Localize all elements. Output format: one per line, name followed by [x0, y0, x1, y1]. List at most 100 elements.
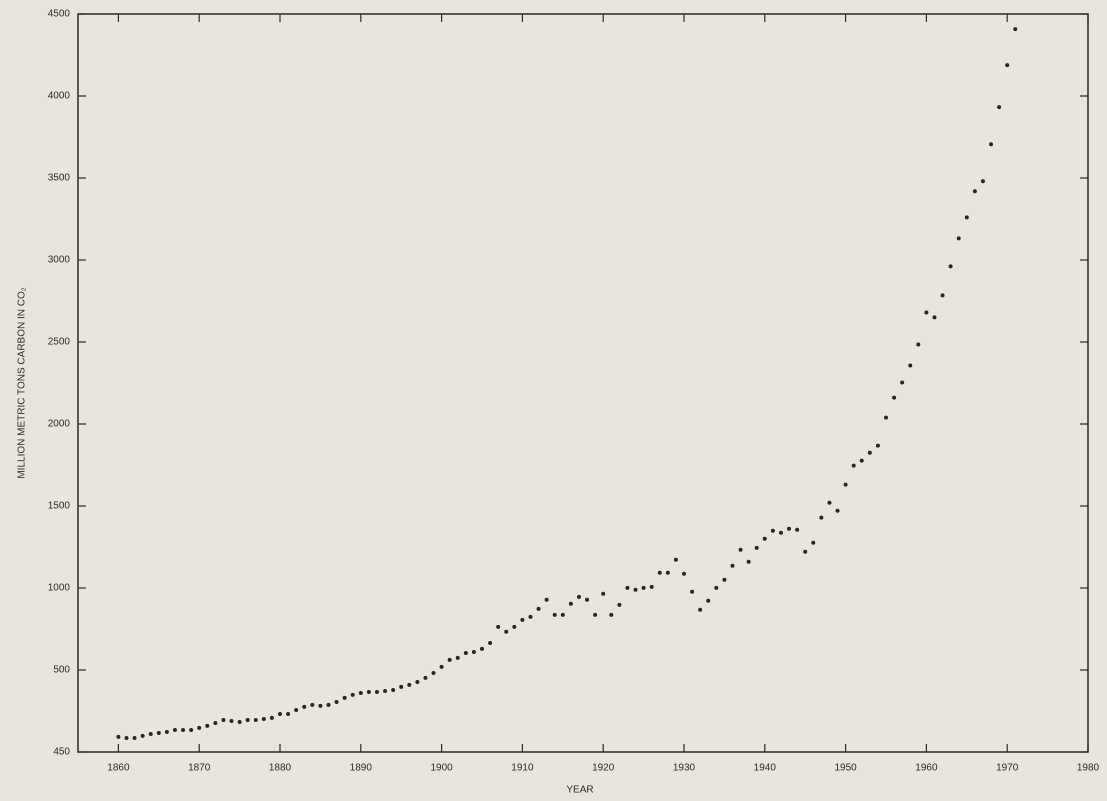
- point: [423, 675, 428, 680]
- point: [746, 559, 751, 564]
- point: [738, 547, 743, 552]
- point: [762, 536, 767, 541]
- point: [997, 105, 1002, 110]
- point: [181, 728, 186, 733]
- point: [237, 719, 242, 724]
- point: [682, 571, 686, 576]
- y-tick-label: 500: [53, 665, 70, 676]
- point: [132, 736, 137, 741]
- point: [286, 711, 291, 716]
- point: [859, 458, 864, 463]
- point: [698, 607, 703, 612]
- point: [172, 728, 177, 733]
- point: [213, 720, 218, 725]
- point: [197, 725, 202, 730]
- y-tick-label: 2000: [48, 419, 71, 430]
- x-tick-label: 1980: [1077, 763, 1100, 774]
- point: [1005, 63, 1010, 68]
- point: [156, 730, 161, 735]
- point: [568, 601, 573, 606]
- point: [867, 450, 872, 455]
- x-axis-label: YEAR: [566, 785, 593, 796]
- x-tick-label: 1940: [754, 763, 777, 774]
- y-axis-label: MILLION METRIC TONS CARBON IN CO₂: [17, 287, 28, 478]
- point: [334, 699, 339, 704]
- point: [504, 629, 509, 634]
- point: [447, 657, 452, 662]
- point: [374, 689, 379, 694]
- point: [601, 591, 606, 596]
- point: [576, 594, 581, 599]
- point: [835, 508, 840, 513]
- point: [463, 650, 468, 655]
- point: [415, 679, 420, 684]
- point: [261, 717, 266, 722]
- point: [366, 689, 371, 694]
- point: [916, 342, 921, 347]
- point: [358, 690, 363, 695]
- point: [972, 189, 977, 194]
- point: [164, 729, 169, 734]
- point: [811, 540, 816, 545]
- point: [536, 606, 541, 611]
- point: [900, 380, 905, 385]
- point: [690, 589, 695, 594]
- point: [932, 315, 937, 320]
- point: [383, 688, 388, 693]
- point: [229, 719, 234, 724]
- y-tick-label: 2500: [48, 337, 71, 348]
- point: [795, 527, 800, 532]
- point: [722, 577, 727, 582]
- x-tick-label: 1860: [107, 763, 130, 774]
- point: [989, 142, 994, 147]
- point: [964, 215, 969, 220]
- point: [294, 708, 299, 713]
- point: [342, 695, 347, 700]
- point: [302, 704, 307, 709]
- point: [471, 649, 476, 654]
- point: [980, 179, 985, 184]
- x-tick-label: 1870: [188, 763, 211, 774]
- point: [189, 728, 194, 733]
- point: [528, 614, 533, 619]
- x-tick-label: 1970: [996, 763, 1019, 774]
- y-tick-label: 450: [53, 747, 70, 758]
- point: [552, 612, 557, 617]
- point: [140, 733, 145, 738]
- point: [956, 236, 961, 241]
- point: [326, 702, 331, 707]
- x-tick-label: 1960: [915, 763, 938, 774]
- point: [803, 549, 808, 554]
- x-tick-label: 1900: [430, 763, 453, 774]
- point: [625, 585, 630, 590]
- point: [148, 731, 153, 736]
- point: [770, 528, 775, 533]
- point: [496, 624, 501, 629]
- point: [205, 723, 210, 728]
- point: [714, 585, 719, 590]
- point: [593, 612, 598, 617]
- point: [253, 718, 258, 723]
- x-tick-label: 1950: [834, 763, 857, 774]
- x-tick-label: 1920: [592, 763, 615, 774]
- y-tick-label: 4500: [48, 9, 71, 20]
- point: [787, 526, 792, 531]
- point: [124, 736, 129, 741]
- point: [609, 612, 614, 617]
- x-tick-label: 1890: [350, 763, 373, 774]
- point: [633, 587, 638, 592]
- point: [318, 703, 323, 708]
- point: [641, 585, 646, 590]
- point: [245, 718, 250, 723]
- point: [948, 264, 953, 269]
- x-tick-label: 1910: [511, 763, 534, 774]
- point: [544, 597, 549, 602]
- point: [851, 463, 856, 468]
- x-tick-label: 1880: [269, 763, 292, 774]
- plot-frame: [77, 13, 1089, 753]
- point: [488, 640, 493, 645]
- point: [221, 718, 226, 723]
- point: [706, 598, 711, 603]
- point: [391, 688, 396, 693]
